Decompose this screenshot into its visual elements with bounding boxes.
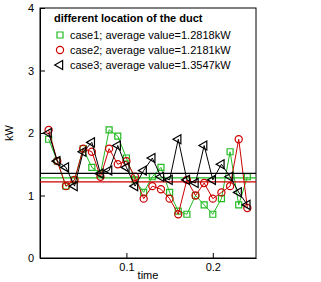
data-point (158, 164, 164, 170)
y-axis-title: kW (3, 124, 15, 141)
data-point (69, 182, 77, 191)
data-point (43, 128, 51, 137)
data-point (115, 133, 121, 139)
x-tick-mark (213, 253, 214, 258)
data-point (216, 160, 224, 169)
data-point (199, 141, 207, 150)
data-point (235, 136, 242, 143)
chart-svg: 0.1 0.2 0 1 2 3 4 different location of the duc… (0, 0, 321, 282)
x-tick-label: 0.1 (119, 261, 134, 273)
data-point (106, 145, 113, 152)
legend-title: different location of the duct (54, 12, 203, 24)
x-tick-mark (126, 253, 127, 258)
x-axis-title: time (138, 269, 159, 281)
x-tick: 0.1 (119, 253, 134, 273)
legend-marker (55, 60, 63, 69)
y-tick-label: 0 (28, 252, 34, 264)
chart-container: 0.1 0.2 0 1 2 3 4 different location of the duc… (0, 0, 321, 282)
data-point (190, 178, 198, 187)
data-point (131, 173, 138, 180)
y-tick: 3 (28, 65, 45, 77)
data-point (147, 153, 155, 162)
y-tick-label: 3 (28, 65, 34, 77)
series-line (49, 133, 248, 205)
data-point (95, 169, 103, 178)
data-point (233, 188, 241, 197)
data-point (138, 166, 146, 175)
series-line (49, 130, 248, 214)
data-point (156, 172, 164, 181)
data-point (164, 175, 172, 184)
data-point (175, 211, 182, 218)
legend-marker (56, 46, 63, 53)
data-point (201, 179, 208, 186)
data-point (225, 172, 233, 181)
data-point (52, 157, 60, 166)
data-point (242, 200, 250, 209)
x-tick-label: 0.2 (206, 261, 221, 273)
legend-label: case3; average value=1.3547kW (70, 59, 231, 71)
data-point (104, 166, 112, 175)
data-point (227, 149, 233, 155)
data-point (182, 175, 190, 184)
data-point (208, 175, 216, 184)
x-axis-line (41, 258, 257, 259)
series (40, 127, 256, 217)
x-tick: 0.2 (206, 253, 221, 273)
data-point (149, 183, 156, 190)
data-point (210, 211, 216, 217)
data-point (78, 147, 86, 156)
data-point (209, 195, 216, 202)
y-tick-mark (40, 196, 45, 197)
y-tick-mark (40, 258, 45, 259)
series (40, 126, 256, 218)
data-point (114, 161, 121, 168)
data-point (106, 127, 112, 133)
data-point (61, 163, 69, 172)
data-point (140, 195, 147, 202)
data-point (184, 211, 190, 217)
plot-frame (40, 8, 256, 258)
y-tick: 1 (28, 190, 45, 202)
data-point (201, 202, 207, 208)
y-tick-label: 1 (28, 190, 34, 202)
data-point (218, 189, 225, 196)
data-point (227, 183, 234, 190)
y-tick: 0 (28, 252, 45, 264)
legend: different location of the duct case1; ave… (54, 12, 231, 71)
data-group (40, 126, 256, 218)
y-tick-mark (40, 71, 45, 72)
data-point (87, 138, 95, 147)
data-point (89, 164, 95, 170)
data-point (166, 195, 173, 202)
data-point (244, 174, 250, 180)
legend-marker (57, 32, 63, 38)
y-tick-label: 2 (28, 127, 34, 139)
series (40, 128, 256, 209)
data-point (112, 141, 120, 150)
data-point (130, 182, 138, 191)
legend-label: case2; average value=1.2181kW (70, 44, 231, 56)
data-point (157, 186, 164, 193)
y-tick: 4 (28, 2, 45, 14)
data-point (121, 163, 129, 172)
average-line (40, 173, 256, 174)
data-point (192, 192, 199, 199)
y-tick-label: 4 (28, 2, 34, 14)
y-tick-mark (40, 8, 45, 9)
series-line (49, 130, 248, 214)
data-point (236, 202, 242, 208)
plot-area: 0.1 0.2 0 1 2 3 4 different location of the duc… (28, 2, 257, 273)
data-point (173, 135, 181, 144)
legend-label: case1; average value=1.2818kW (70, 29, 231, 41)
data-point (149, 174, 155, 180)
